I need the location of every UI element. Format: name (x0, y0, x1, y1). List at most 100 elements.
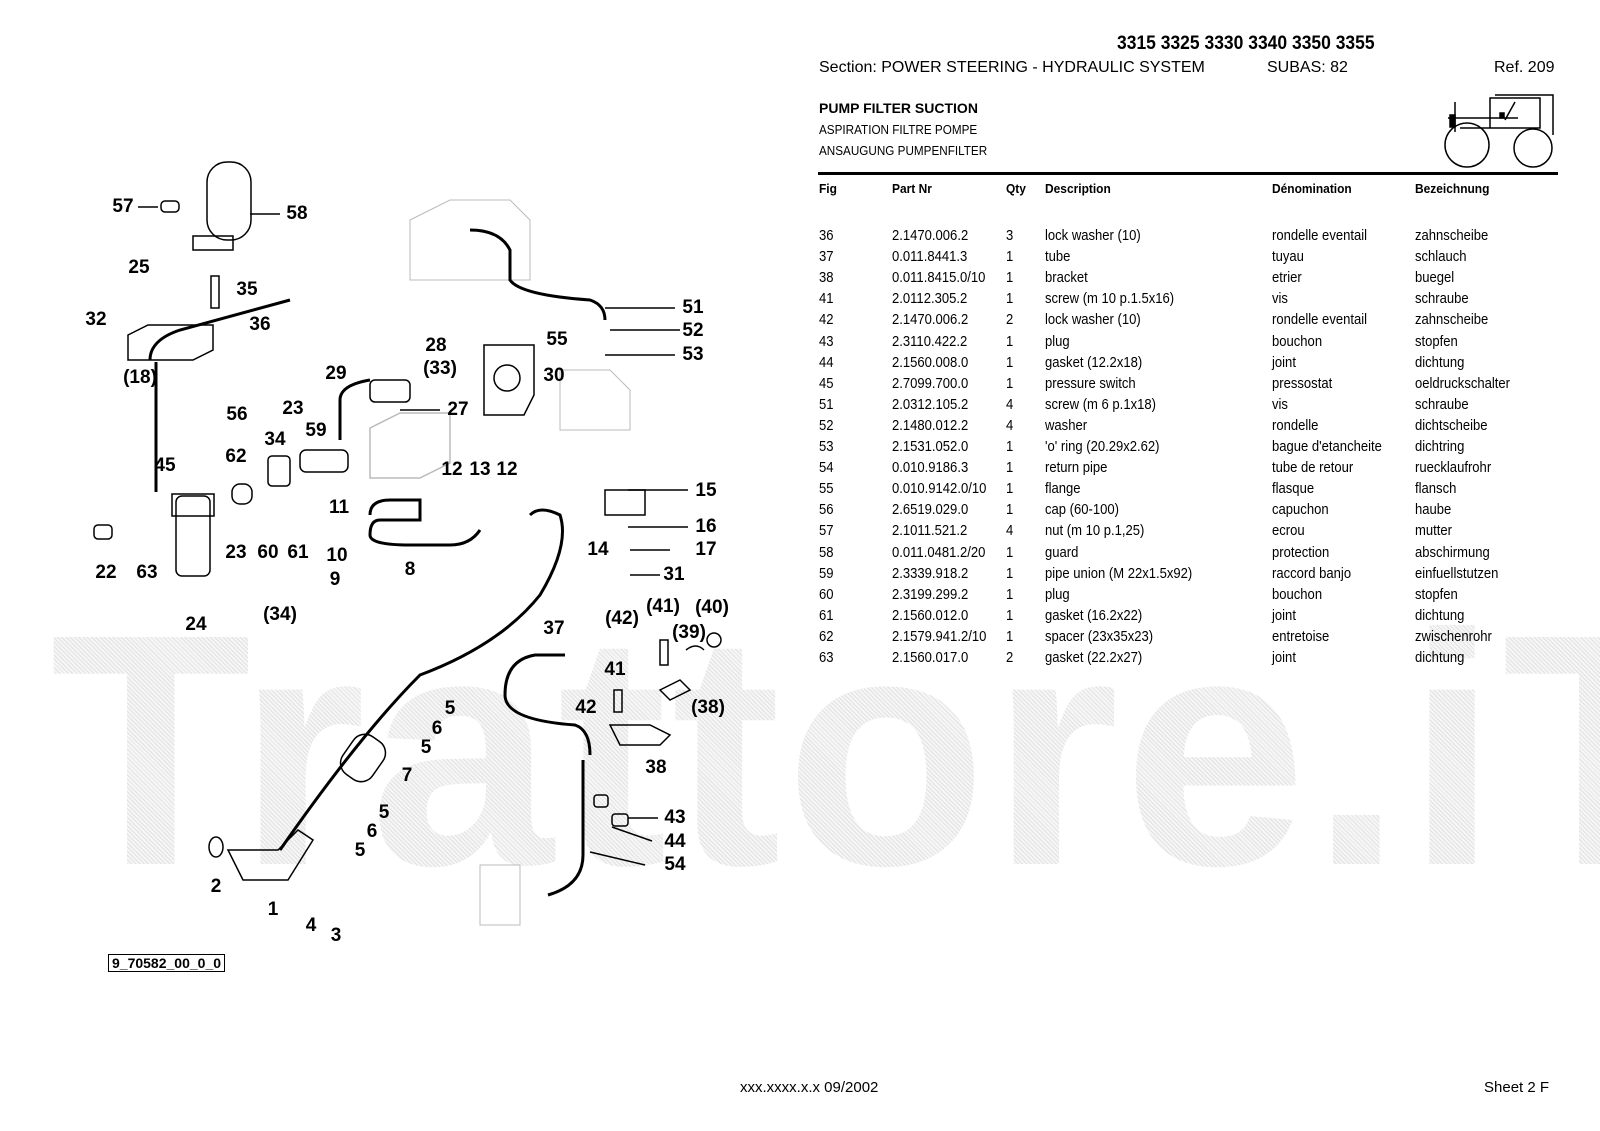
callout-label: 55 (546, 329, 568, 350)
cell-description: washer (1045, 417, 1088, 434)
col-fig: Fig (819, 181, 837, 196)
cell-description: plug (1045, 586, 1070, 603)
cell-denomination: joint (1272, 354, 1296, 371)
cell-description: pressure switch (1045, 375, 1136, 392)
callout-label: 29 (325, 363, 347, 384)
cell-part-nr: 2.1470.006.2 (892, 228, 969, 244)
cell-fig: 58 (819, 544, 834, 561)
watermark: Trattore.iT (50, 560, 1600, 940)
cell-bezeichnung: haube (1415, 502, 1452, 519)
callout-label: 44 (664, 831, 686, 852)
callout-label: 6 (366, 821, 378, 842)
callout-label: 59 (305, 420, 327, 441)
cell-description: nut (m 10 p.1,25) (1045, 523, 1145, 540)
cell-bezeichnung: flansch (1415, 481, 1457, 498)
cell-fig: 36 (819, 228, 834, 244)
table-row: 53 2.1531.052.0 1 'o' ring (20.29x2.62) bagu… (0, 439, 1600, 460)
plug-22 (93, 524, 113, 540)
cell-fig: 44 (819, 354, 834, 371)
cell-fig: 56 (819, 502, 834, 519)
callout-label: (41) (646, 596, 680, 617)
cell-denomination: pressostat (1272, 375, 1333, 392)
cell-bezeichnung: dichtung (1415, 354, 1465, 371)
cell-denomination: protection (1272, 544, 1330, 561)
cell-denomination: bague d'etancheite (1272, 439, 1382, 455)
cell-bezeichnung: schraube (1415, 396, 1469, 413)
cell-bezeichnung: buegel (1415, 270, 1455, 287)
cell-part-nr: 2.1011.521.2 (892, 523, 968, 540)
callout-label: 5 (354, 840, 366, 861)
cell-denomination: rondelle eventail (1272, 312, 1368, 329)
title-french: ASPIRATION FILTRE POMPE (819, 122, 978, 137)
model-numbers: 3315 3325 3330 3340 3350 3355 (1117, 33, 1375, 54)
cell-bezeichnung: schlauch (1415, 249, 1467, 266)
cell-description: guard (1045, 544, 1079, 561)
cell-qty: 1 (1006, 628, 1014, 645)
cell-fig: 63 (819, 650, 834, 666)
bracket-38 (608, 724, 672, 746)
spacer-62 (231, 483, 253, 505)
cell-part-nr: 2.3339.918.2 (892, 565, 969, 582)
cell-part-nr: 2.1579.941.2/10 (892, 628, 987, 645)
cell-fig: 53 (819, 439, 834, 455)
table-row: 52 2.1480.012.2 4 washer rondelle dichtscheib… (0, 418, 1600, 439)
guard-58 (192, 161, 252, 251)
cell-description: gasket (12.2x18) (1045, 354, 1143, 371)
cell-qty: 3 (1006, 228, 1014, 244)
cell-bezeichnung: zwischenrohr (1415, 628, 1492, 645)
table-row: 37 0.011.8441.3 1 tube tuyau schlauch (0, 249, 1600, 270)
gasket-30 (483, 344, 535, 416)
cell-part-nr: 2.3110.422.2 (892, 333, 968, 350)
cell-qty: 4 (1006, 523, 1014, 540)
callout-label: 27 (447, 399, 469, 420)
cell-qty: 1 (1006, 333, 1014, 350)
callout-label: 5 (444, 698, 456, 719)
hose-8 (368, 498, 482, 547)
footer-sheet: Sheet 2 F (1484, 1079, 1550, 1096)
callout-label: 1 (267, 899, 279, 920)
cell-bezeichnung: dichtung (1415, 607, 1465, 624)
col-description: Description (1045, 181, 1111, 196)
footer-code: xxx.xxxx.x.x 09/2002 (740, 1079, 879, 1096)
callout-label: 43 (664, 807, 686, 828)
cell-fig: 51 (819, 396, 834, 413)
callout-label: 45 (154, 455, 176, 476)
col-denomination: Dénomination (1272, 181, 1352, 196)
cell-part-nr: 0.010.9186.3 (892, 460, 969, 477)
cell-denomination: etrier (1272, 270, 1302, 287)
cell-part-nr: 2.1470.006.2 (892, 312, 969, 329)
fitting-29 (369, 379, 411, 403)
table-row: 57 2.1011.521.2 4 nut (m 10 p.1,25) ecrou mut… (0, 523, 1600, 544)
cell-fig: 37 (819, 249, 834, 266)
cell-bezeichnung: dichtung (1415, 650, 1465, 666)
cell-part-nr: 0.011.0481.2/20 (892, 544, 986, 561)
cell-fig: 41 (819, 291, 834, 308)
cell-bezeichnung: stopfen (1415, 586, 1458, 603)
callout-label: 6 (431, 718, 443, 739)
callout-label: 54 (664, 854, 686, 875)
table-row: 41 2.0112.305.2 1 screw (m 10 p.1.5x16) vis s… (0, 291, 1600, 312)
nut-57 (160, 200, 180, 213)
cell-qty: 1 (1006, 586, 1014, 603)
table-row: 63 2.1560.017.0 2 gasket (22.2x27) joint dich… (0, 650, 1600, 671)
callout-label: 12 (441, 459, 463, 480)
cell-denomination: flasque (1272, 481, 1315, 498)
cell-denomination: bouchon (1272, 333, 1323, 350)
table-row: 43 2.3110.422.2 1 plug bouchon stopfen (0, 334, 1600, 355)
callout-label: 4 (305, 915, 317, 936)
cell-qty: 1 (1006, 565, 1014, 582)
table-row: 36 2.1470.006.2 3 lock washer (10) rondelle … (0, 228, 1600, 249)
pipe-union-59 (299, 449, 349, 473)
subas-label: SUBAS: 82 (1267, 59, 1348, 76)
cell-part-nr: 2.1560.012.0 (892, 607, 969, 624)
cell-fig: 62 (819, 628, 834, 645)
cell-qty: 1 (1006, 270, 1014, 287)
callout-label: 3 (330, 925, 342, 946)
cell-qty: 1 (1006, 502, 1014, 519)
callout-label: 11 (328, 497, 350, 518)
cell-denomination: tuyau (1272, 249, 1304, 266)
cell-denomination: joint (1272, 607, 1296, 624)
cell-qty: 1 (1006, 439, 1014, 455)
callout-label: 15 (695, 480, 717, 501)
